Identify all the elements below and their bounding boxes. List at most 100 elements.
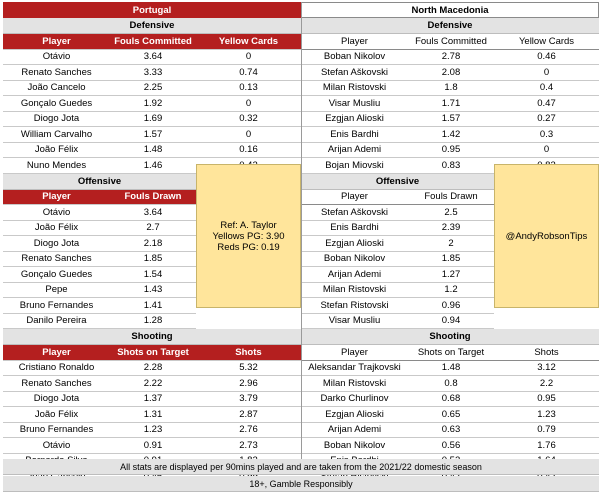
stat-value: 0.3 bbox=[539, 128, 554, 140]
table-row: Darko Churlinov 0.68 0.95 bbox=[301, 392, 599, 407]
offensive-header-cell: Player bbox=[341, 191, 368, 203]
stat-value: 3.79 bbox=[239, 393, 258, 405]
stat-value: 1.92 bbox=[143, 97, 163, 109]
stat-value: 0.95 bbox=[441, 144, 461, 156]
section-title-offensive: Offensive bbox=[301, 173, 494, 190]
table-row: Ezgjan Alioski 0.65 1.23 bbox=[301, 407, 599, 423]
player-name: Enis Bardhi bbox=[330, 128, 379, 140]
stat-value: 0.16 bbox=[239, 144, 258, 156]
player-name: Pepe bbox=[45, 284, 68, 296]
player-name: João Cancelo bbox=[27, 82, 86, 94]
shooting-header-cell: Player bbox=[42, 346, 71, 358]
defensive-header-cell: Player bbox=[42, 35, 71, 47]
defensive-header-cell: Yellow Cards bbox=[518, 35, 575, 47]
player-name: Milan Ristovski bbox=[322, 284, 387, 296]
table-row: Stefan Ristovski 0.96 bbox=[301, 298, 494, 314]
table-row: Enis Bardhi 1.42 0.3 bbox=[301, 127, 599, 143]
table-row: Bruno Fernandes 1.23 2.76 bbox=[3, 423, 301, 438]
stat-value: 0.94 bbox=[441, 315, 461, 327]
player-name: Aleksandar Trajkovski bbox=[308, 362, 401, 374]
stat-value: 1.57 bbox=[441, 113, 461, 125]
stat-value: 1.46 bbox=[143, 159, 163, 171]
center-divider bbox=[301, 2, 302, 462]
table-row: Visar Musliu 1.71 0.47 bbox=[301, 96, 599, 112]
table-row: Boban Nikolov 2.78 0.46 bbox=[301, 50, 599, 65]
player-name: Renato Sanches bbox=[21, 66, 92, 78]
player-name: Boban Nikolov bbox=[323, 439, 386, 451]
stat-value: 1.28 bbox=[143, 315, 163, 327]
table-row: Milan Ristovski 1.2 bbox=[301, 283, 494, 298]
table-row: William Carvalho 1.57 0 bbox=[3, 127, 301, 143]
referee-box: Ref: A. Taylor Yellows PG: 3.90 Reds PG: 0… bbox=[196, 164, 301, 308]
player-name: Darko Churlinov bbox=[320, 393, 389, 405]
table-row: Gonçalo Guedes 1.92 0 bbox=[3, 96, 301, 112]
offensive-header-cell: Fouls Drawn bbox=[124, 191, 182, 203]
table-row: Renato Sanches 1.85 bbox=[3, 252, 196, 267]
stat-value: 2.08 bbox=[441, 66, 461, 78]
table-row: Ezgjan Alioski 2 bbox=[301, 236, 494, 252]
player-name: Gonçalo Guedes bbox=[20, 97, 93, 109]
stat-value: 1.37 bbox=[143, 393, 163, 405]
stat-value: 1.48 bbox=[441, 362, 461, 374]
stat-value: 1.85 bbox=[441, 253, 461, 265]
stat-value: 0.65 bbox=[441, 408, 461, 420]
stat-value: 1.23 bbox=[143, 424, 163, 436]
footer-disclaimer: 18+, Gamble Responsibly bbox=[3, 476, 599, 492]
defensive-header-cell: Fouls Committed bbox=[114, 35, 192, 47]
player-name: Stefan Aškovski bbox=[320, 206, 389, 218]
offensive-table: Player Fouls Drawn Stefan Aškovski 2.5 Enis … bbox=[301, 189, 494, 329]
stat-value: 1.54 bbox=[143, 268, 163, 280]
table-row: Ezgjan Alioski 1.57 0.27 bbox=[301, 112, 599, 127]
player-name: Ezgjan Alioski bbox=[325, 237, 384, 249]
team-title: North Macedonia bbox=[301, 2, 599, 18]
stat-value: 2.7 bbox=[146, 222, 160, 234]
stat-value: 0.96 bbox=[441, 299, 461, 311]
stat-value: 2.22 bbox=[143, 377, 163, 389]
player-name: Diogo Jota bbox=[33, 393, 80, 405]
player-name: João Félix bbox=[34, 144, 79, 156]
table-row: João Cancelo 2.25 0.13 bbox=[3, 81, 301, 96]
stat-value: 2.73 bbox=[239, 439, 258, 451]
stat-value: 2.5 bbox=[444, 206, 458, 218]
table-row: Visar Musliu 0.94 bbox=[301, 314, 494, 329]
table-row: Boban Nikolov 1.85 bbox=[301, 252, 494, 267]
stat-value: 3.33 bbox=[143, 66, 163, 78]
stat-value: 1.69 bbox=[143, 113, 163, 125]
table-row: Milan Ristovski 0.8 2.2 bbox=[301, 376, 599, 392]
section-title-offensive: Offensive bbox=[3, 173, 196, 190]
defensive-header-row: Player Fouls Committed Yellow Cards bbox=[301, 34, 599, 50]
table-row: Diogo Jota 1.37 3.79 bbox=[3, 392, 301, 407]
table-row: Pepe 1.43 bbox=[3, 283, 196, 298]
table-row: Enis Bardhi 2.39 bbox=[301, 221, 494, 236]
stat-value: 0 bbox=[245, 128, 252, 140]
stat-value: 2.87 bbox=[239, 408, 258, 420]
table-row: Diogo Jota 1.69 0.32 bbox=[3, 112, 301, 127]
stat-value: 1.42 bbox=[441, 128, 461, 140]
shooting-header-cell: Shots bbox=[235, 346, 262, 358]
shooting-header-cell: Player bbox=[341, 346, 368, 358]
table-row: Otávio 3.64 0 bbox=[3, 50, 301, 65]
stat-value: 2.78 bbox=[441, 51, 461, 63]
player-name: Nuno Mendes bbox=[26, 159, 87, 171]
stat-value: 1.27 bbox=[441, 268, 461, 280]
player-name: Visar Musliu bbox=[328, 97, 381, 109]
stat-value: 0.4 bbox=[539, 82, 554, 94]
player-name: Arijan Ademi bbox=[327, 424, 382, 436]
stat-value: 1.76 bbox=[537, 439, 556, 451]
player-name: Milan Ristovski bbox=[322, 82, 387, 94]
player-name: Cristiano Ronaldo bbox=[18, 362, 95, 374]
player-name: Diogo Jota bbox=[33, 113, 80, 125]
stat-value: 2.28 bbox=[143, 362, 163, 374]
table-row: Aleksandar Trajkovski 1.48 3.12 bbox=[301, 361, 599, 376]
stat-value: 5.32 bbox=[239, 362, 258, 374]
offensive-header-row: Player Fouls Drawn bbox=[301, 189, 494, 205]
defensive-header-cell: Player bbox=[341, 35, 368, 47]
table-row: Arijan Ademi 0.63 0.79 bbox=[301, 423, 599, 438]
stat-value: 1.43 bbox=[143, 284, 163, 296]
player-name: Otávio bbox=[42, 206, 71, 218]
stat-value: 2.76 bbox=[239, 424, 258, 436]
portugal-panel: Portugal Defensive Player Fouls Committed Ye… bbox=[3, 2, 301, 485]
stat-value: 1.57 bbox=[143, 128, 163, 140]
stat-value: 1.48 bbox=[143, 144, 163, 156]
defensive-header-row: Player Fouls Committed Yellow Cards bbox=[3, 34, 301, 50]
